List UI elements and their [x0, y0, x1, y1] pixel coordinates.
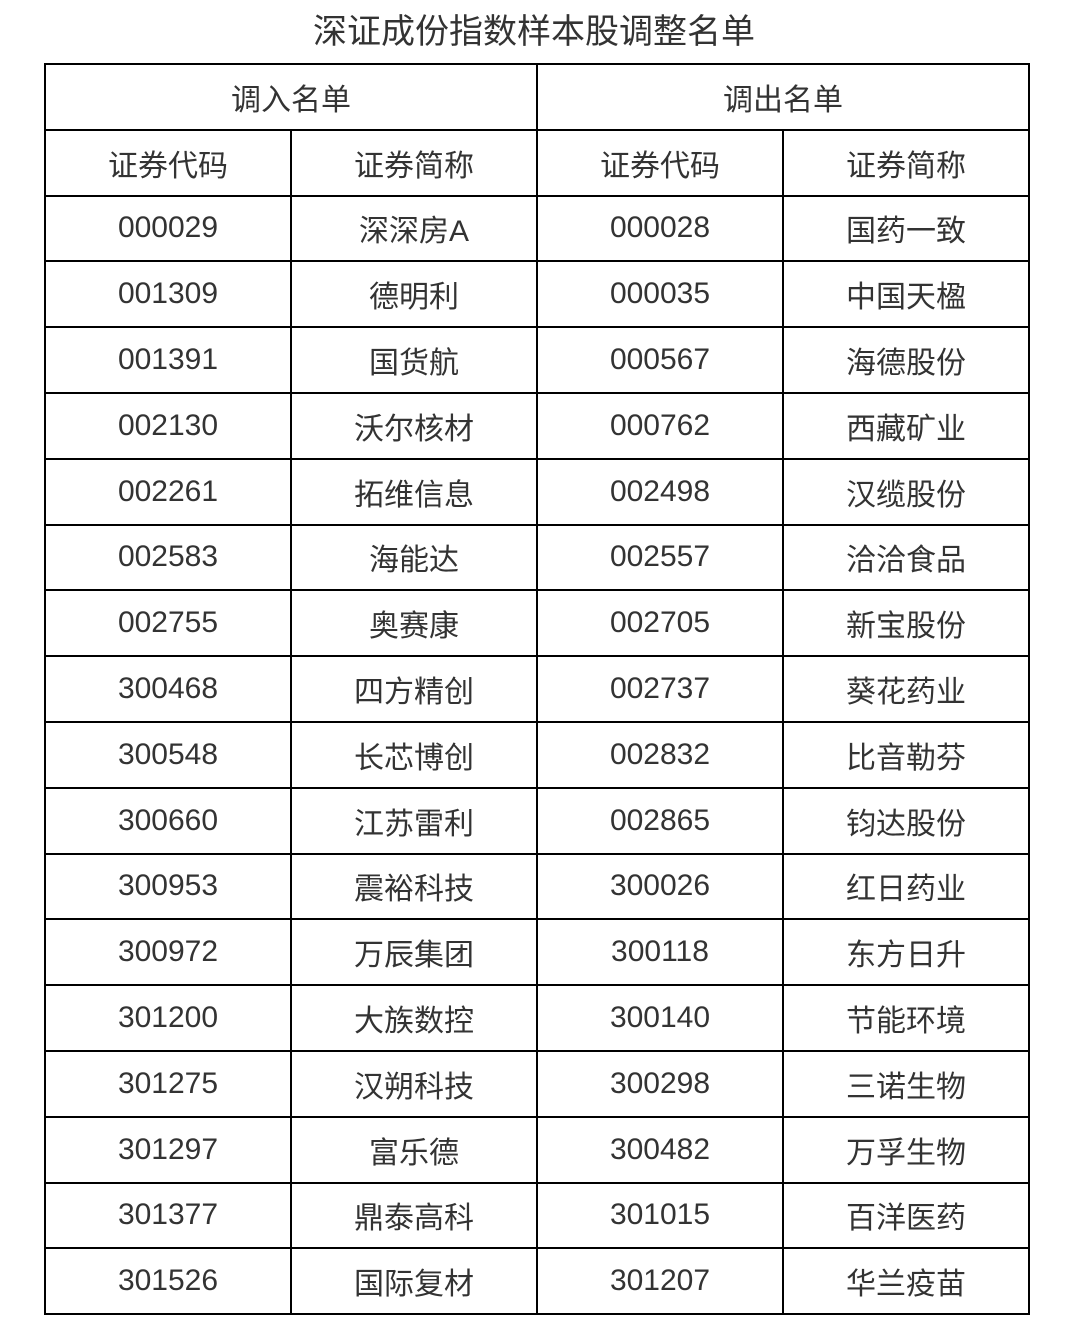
table-row: 002261 拓维信息 002498 汉缆股份	[44, 457, 1030, 526]
out-name-cell: 万孚生物	[782, 1115, 1030, 1184]
out-name-cell: 钧达股份	[782, 786, 1030, 855]
out-code-cell: 002557	[536, 523, 784, 592]
in-code-cell: 301297	[44, 1115, 292, 1184]
table-row: 301275 汉朔科技 300298 三诺生物	[44, 1049, 1030, 1118]
table-row: 301526 国际复材 301207 华兰疫苗	[44, 1247, 1030, 1316]
page-title: 深证成份指数样本股调整名单	[313, 13, 755, 51]
out-code-cell: 000762	[536, 391, 784, 460]
table-row: 301200 大族数控 300140 节能环境	[44, 984, 1030, 1052]
in-name-cell: 长芯博创	[290, 720, 538, 789]
in-code-cell: 301526	[44, 1247, 292, 1316]
in-name-cell: 国货航	[290, 326, 538, 394]
out-code-cell: 002737	[536, 655, 784, 723]
table-row: 300660 江苏雷利 002865 钧达股份	[44, 786, 1030, 855]
out-code-cell: 300140	[536, 984, 784, 1052]
in-code-cell: 001391	[44, 326, 292, 394]
out-name-cell: 比音勒芬	[782, 720, 1030, 789]
table-row: 300468 四方精创 002737 葵花药业	[44, 655, 1030, 723]
out-name-cell: 国药一致	[782, 194, 1030, 263]
in-name-cell: 江苏雷利	[290, 786, 538, 855]
out-name-cell: 洽洽食品	[782, 523, 1030, 592]
table-row: 000029 深深房A 000028 国药一致	[44, 194, 1030, 263]
in-name-cell: 海能达	[290, 523, 538, 592]
out-name-cell: 葵花药业	[782, 655, 1030, 723]
out-name-cell: 华兰疫苗	[782, 1247, 1030, 1316]
out-code-cell: 000028	[536, 194, 784, 263]
out-name-cell: 新宝股份	[782, 589, 1030, 658]
column-header-out-name: 证券简称	[782, 128, 1030, 197]
in-name-cell: 鼎泰高科	[290, 1181, 538, 1250]
table-row: 002130 沃尔核材 000762 西藏矿业	[44, 391, 1030, 460]
out-name-cell: 百洋医药	[782, 1181, 1030, 1250]
out-code-cell: 002865	[536, 786, 784, 855]
out-code-cell: 300298	[536, 1049, 784, 1118]
out-name-cell: 中国天楹	[782, 260, 1030, 329]
in-name-cell: 拓维信息	[290, 457, 538, 526]
in-code-cell: 002583	[44, 523, 292, 592]
column-header-in-name: 证券简称	[290, 128, 538, 197]
out-code-cell: 301207	[536, 1247, 784, 1316]
in-code-cell: 300972	[44, 918, 292, 987]
out-code-cell: 002498	[536, 457, 784, 526]
in-name-cell: 富乐德	[290, 1115, 538, 1184]
out-code-cell: 300118	[536, 918, 784, 987]
table-body: 000029 深深房A 000028 国药一致 001309 德明利 000035 中国天楹 0…	[44, 194, 1030, 1316]
in-name-cell: 四方精创	[290, 655, 538, 723]
out-code-cell: 300482	[536, 1115, 784, 1184]
out-name-cell: 西藏矿业	[782, 391, 1030, 460]
group-header-inclusion: 调入名单	[44, 63, 538, 131]
in-code-cell: 000029	[44, 194, 292, 263]
out-code-cell: 000567	[536, 326, 784, 394]
in-code-cell: 301377	[44, 1181, 292, 1250]
out-name-cell: 东方日升	[782, 918, 1030, 987]
index-adjustment-table: 调入名单 调出名单 证券代码 证券简称 证券代码 证券简称 000029 深深房A…	[44, 63, 1030, 1316]
in-name-cell: 震裕科技	[290, 852, 538, 921]
table-row: 300953 震裕科技 300026 红日药业	[44, 852, 1030, 921]
in-name-cell: 德明利	[290, 260, 538, 329]
table-row: 001309 德明利 000035 中国天楹	[44, 260, 1030, 329]
in-name-cell: 沃尔核材	[290, 391, 538, 460]
in-code-cell: 001309	[44, 260, 292, 329]
table-row: 002755 奥赛康 002705 新宝股份	[44, 589, 1030, 658]
in-code-cell: 002755	[44, 589, 292, 658]
in-name-cell: 大族数控	[290, 984, 538, 1052]
out-code-cell: 000035	[536, 260, 784, 329]
out-code-cell: 300026	[536, 852, 784, 921]
group-header-exclusion: 调出名单	[536, 63, 1030, 131]
in-code-cell: 300953	[44, 852, 292, 921]
in-code-cell: 300468	[44, 655, 292, 723]
in-code-cell: 301200	[44, 984, 292, 1052]
in-code-cell: 002261	[44, 457, 292, 526]
table-row: 301297 富乐德 300482 万孚生物	[44, 1115, 1030, 1184]
out-name-cell: 红日药业	[782, 852, 1030, 921]
in-code-cell: 301275	[44, 1049, 292, 1118]
out-code-cell: 002705	[536, 589, 784, 658]
in-name-cell: 汉朔科技	[290, 1049, 538, 1118]
column-header-out-code: 证券代码	[536, 128, 784, 197]
table-row: 300548 长芯博创 002832 比音勒芬	[44, 720, 1030, 789]
in-name-cell: 深深房A	[290, 194, 538, 263]
table-row: 301377 鼎泰高科 301015 百洋医药	[44, 1181, 1030, 1250]
in-code-cell: 002130	[44, 391, 292, 460]
in-name-cell: 万辰集团	[290, 918, 538, 987]
column-header-row: 证券代码 证券简称 证券代码 证券简称	[44, 128, 1030, 197]
out-name-cell: 三诺生物	[782, 1049, 1030, 1118]
out-name-cell: 海德股份	[782, 326, 1030, 394]
in-name-cell: 国际复材	[290, 1247, 538, 1316]
out-name-cell: 汉缆股份	[782, 457, 1030, 526]
table-row: 001391 国货航 000567 海德股份	[44, 326, 1030, 394]
out-code-cell: 002832	[536, 720, 784, 789]
group-header-row: 调入名单 调出名单	[44, 63, 1030, 131]
in-code-cell: 300660	[44, 786, 292, 855]
in-name-cell: 奥赛康	[290, 589, 538, 658]
table-row: 002583 海能达 002557 洽洽食品	[44, 523, 1030, 592]
out-name-cell: 节能环境	[782, 984, 1030, 1052]
table-row: 300972 万辰集团 300118 东方日升	[44, 918, 1030, 987]
column-header-in-code: 证券代码	[44, 128, 292, 197]
in-code-cell: 300548	[44, 720, 292, 789]
out-code-cell: 301015	[536, 1181, 784, 1250]
